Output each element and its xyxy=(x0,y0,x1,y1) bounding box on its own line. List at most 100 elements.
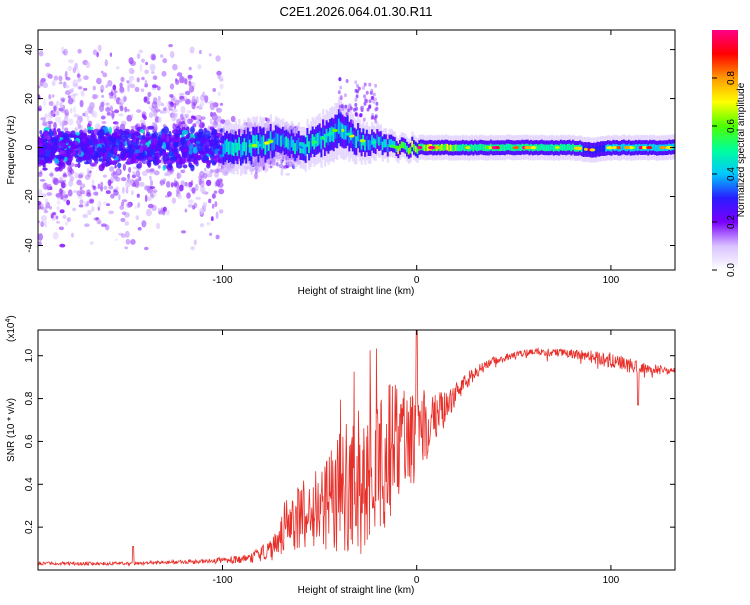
spectrogram-band-blob xyxy=(90,132,95,139)
spectrogram-ridge-core xyxy=(601,145,605,152)
spectrogram-band-blob xyxy=(118,147,123,152)
spectrogram-noise-blob xyxy=(74,62,78,70)
snr-scale-prefix: (x10 xyxy=(6,322,17,342)
spectrogram-noise-blob xyxy=(201,116,206,121)
spectrogram-burst-blob xyxy=(340,104,344,109)
spectrogram-noise-blob xyxy=(86,167,90,175)
spectrogram-band-blob xyxy=(152,133,157,139)
spectrogram-noise-blob xyxy=(105,102,110,106)
spectrogram-band-blob xyxy=(140,128,145,134)
spectrogram-burst-blob xyxy=(363,94,367,99)
spectrogram-band-blob xyxy=(182,148,189,153)
spectrogram-noise-blob xyxy=(39,170,43,174)
spectrogram-burst-blob xyxy=(348,103,352,108)
spectrogram-noise-blob xyxy=(76,73,81,78)
spectrogram-noise-blob xyxy=(86,115,90,122)
spectrogram-noise-blob xyxy=(184,78,188,85)
spectrogram-noise-blob xyxy=(202,172,208,179)
spectrogram-noise-blob xyxy=(83,75,89,80)
spectrogram-noise-blob xyxy=(47,120,53,125)
spectrogram-band-blob xyxy=(180,139,186,145)
spectrogram-noise-blob xyxy=(219,179,223,183)
colorbar-tick-label: 0.8 xyxy=(726,71,737,85)
spectrogram-ridge-core xyxy=(269,131,272,144)
spectrogram-band-blob xyxy=(89,153,94,159)
spectrogram-noise-blob xyxy=(38,204,42,210)
spectrogram-noise-blob xyxy=(128,166,132,173)
spectrogram-ridge-core xyxy=(603,145,606,152)
spectrogram-noise-blob xyxy=(59,209,65,214)
spectrogram-ridge-core xyxy=(621,144,624,151)
spectrogram-noise-blob xyxy=(180,113,184,121)
spectrogram-noise-blob xyxy=(181,98,186,102)
spectrogram-noise-blob xyxy=(55,215,59,220)
spectrogram-noise-blob xyxy=(173,103,177,110)
spectrogram-noise-blob xyxy=(48,111,55,119)
spectrogram-noise-blob xyxy=(84,193,87,197)
spectrogram-burst-blob xyxy=(356,83,359,88)
spectrogram-noise-blob xyxy=(62,214,67,220)
spectrogram-noise-blob xyxy=(107,80,113,87)
spectrogram-noise-blob xyxy=(167,171,171,177)
spectrogram-noise-blob xyxy=(214,201,218,208)
spectrogram-ridge-core xyxy=(673,143,675,151)
spectrogram-noise-blob xyxy=(188,66,192,71)
spectrogram-noise-blob xyxy=(46,186,51,191)
spectrogram-noise-blob xyxy=(77,194,83,199)
spectrogram-band-blob xyxy=(146,156,154,161)
spectrogram-noise-blob xyxy=(174,182,178,187)
spectrogram-band-blob xyxy=(78,149,82,156)
spectrogram-noise-blob xyxy=(67,189,73,197)
spectrogram-noise-blob xyxy=(157,116,162,124)
spectrogram-noise-blob xyxy=(162,178,166,183)
spectrogram-ridge-core xyxy=(315,134,318,147)
spectrogram-noise-blob xyxy=(112,171,119,179)
spectrogram-band-blob xyxy=(38,148,41,155)
spectrogram-band-blob xyxy=(95,152,100,158)
spectrogram-ridge-core xyxy=(446,143,449,151)
spectrogram-ridge-core xyxy=(369,140,372,151)
spectrogram-hotspot xyxy=(323,134,328,138)
spectrogram-ridge-core xyxy=(255,134,258,148)
spectrogram-band-blob xyxy=(188,148,193,155)
spectrogram-burst-blob xyxy=(354,102,358,107)
spectrogram-ridge-core xyxy=(285,136,288,148)
spectrogram-noise-blob xyxy=(74,126,78,133)
spectrogram-band-blob xyxy=(121,130,126,136)
spectrogram-noise-blob xyxy=(134,86,140,93)
spectrogram-ytick-label: -20 xyxy=(24,189,35,204)
spectrogram-burst-blob xyxy=(345,112,349,117)
spectrogram-ridge-core xyxy=(482,144,486,151)
spectrogram-ridge-core xyxy=(407,148,411,155)
spectrogram-band-blob xyxy=(209,154,215,158)
spectrogram-noise-blob xyxy=(100,115,106,120)
spectrogram-noise-blob xyxy=(38,107,42,112)
spectrogram-ridge-core xyxy=(259,134,262,148)
spectrogram-ridge-core xyxy=(383,139,386,148)
spectrogram-band-blob xyxy=(181,156,186,165)
spectrogram-noise-blob xyxy=(139,181,145,187)
spectrogram-noise-blob xyxy=(47,117,51,122)
spectrogram-ridge-core xyxy=(657,144,660,152)
spectrogram-ridge-core xyxy=(474,143,477,151)
spectrogram-ridge-core xyxy=(542,144,545,151)
spectrogram-noise-blob xyxy=(79,99,84,108)
spectrogram-noise-blob xyxy=(126,108,130,112)
spectrogram-ticks: -100 0 100 -40 -20 0 20 40 xyxy=(24,30,675,286)
spectrogram-burst-blob xyxy=(353,107,356,112)
spectrogram-noise-blob xyxy=(70,232,75,238)
snr-xtick-label: 0 xyxy=(414,575,420,586)
spectrogram-noise-blob xyxy=(118,194,121,201)
spectrogram-noise-blob xyxy=(129,83,136,89)
spectrogram-ridge-core xyxy=(570,144,573,152)
spectrogram-noise-blob xyxy=(189,186,193,192)
spectrogram-ridge-core xyxy=(327,131,330,146)
spectrogram-noise-blob xyxy=(64,109,69,116)
spectrogram-noise-blob xyxy=(87,172,92,178)
spectrogram-burst-blob xyxy=(370,88,374,93)
spectrogram-noise-blob xyxy=(211,169,217,173)
spectrogram-burst-blob xyxy=(354,112,358,117)
spectrogram-noise-blob xyxy=(166,169,173,173)
spectrogram-ridge-core xyxy=(416,147,419,154)
spectrogram-noise-blob xyxy=(56,206,60,211)
